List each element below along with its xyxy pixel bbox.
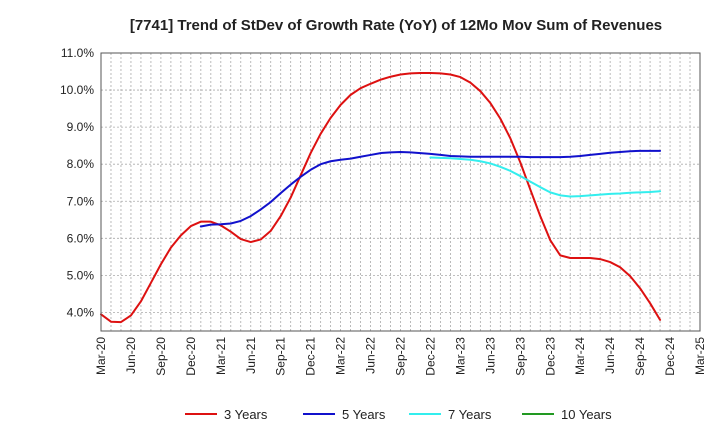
x-tick-label: Sep-22 [394,337,408,376]
x-tick-label: Mar-21 [214,337,228,375]
x-tick-label: Mar-22 [334,337,348,375]
x-tick-label: Jun-22 [364,337,378,374]
plot-border [100,52,701,332]
y-tick-label: 8.0% [67,157,95,171]
x-tick-label: Jun-21 [244,337,258,374]
series-line-7-years [429,156,662,198]
legend-label: 3 Years [224,407,268,422]
legend-label: 10 Years [561,407,612,422]
x-tick-label: Dec-20 [184,337,198,376]
x-tick-label: Jun-24 [603,337,617,374]
x-tick-label: Mar-25 [693,337,707,375]
x-tick-label: Sep-21 [274,337,288,376]
x-tick-label: Dec-21 [304,337,318,376]
axes: 4.0% 5.0% 6.0% 7.0% 8.0% 9.0% 10.0% 11.0% Mar-20… [60,46,707,376]
x-tick-label: Sep-23 [513,337,527,376]
x-tick-label: Mar-23 [453,337,467,375]
x-tick-label: Sep-24 [633,337,647,376]
legend-label: 7 Years [448,407,492,422]
chart-title: [7741] Trend of StDev of Growth Rate (Yo… [130,17,662,34]
x-tick-label: Dec-24 [663,337,677,376]
x-tick-label: Mar-20 [94,337,108,375]
y-tick-label: 5.0% [67,268,95,282]
y-tick-label: 10.0% [60,83,94,97]
series-layer [100,72,662,324]
y-tick-label: 6.0% [67,231,95,245]
x-tick-label: Jun-20 [124,337,138,374]
x-tick-label: Jun-23 [483,337,497,374]
x-tick-label: Sep-20 [154,337,168,376]
legend-label: 5 Years [342,407,386,422]
plot-area [101,53,700,331]
plot-background [101,53,700,331]
series-line-5-years [199,149,662,228]
y-tick-label: 9.0% [67,120,95,134]
series-line-3-years [100,72,662,324]
y-tick-label: 7.0% [67,194,95,208]
legend: 3 Years 5 Years 7 Years 10 Years [185,407,612,422]
y-tick-label: 11.0% [61,46,94,60]
x-tick-label: Dec-22 [423,337,437,376]
x-tick-label: Mar-24 [573,337,587,375]
x-tick-label: Dec-23 [543,337,557,376]
y-tick-label: 4.0% [67,305,95,319]
